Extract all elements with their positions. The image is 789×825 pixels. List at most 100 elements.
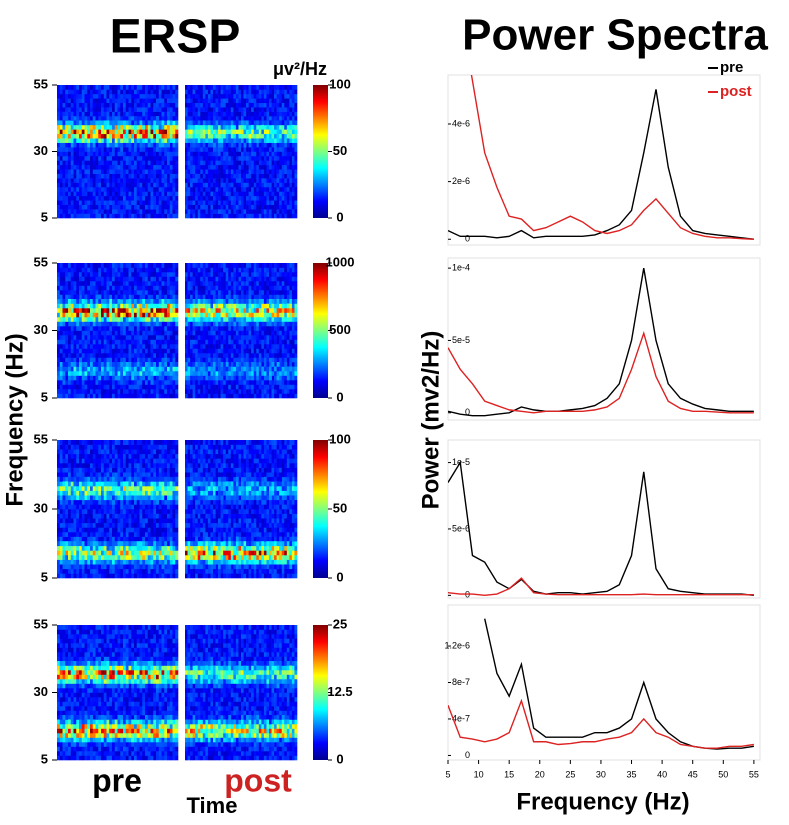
heatmap-cell — [261, 151, 265, 157]
heatmap-cell — [195, 89, 199, 95]
heatmap-cell — [169, 353, 173, 358]
heatmap-cell — [243, 263, 247, 268]
heatmap-cell — [106, 120, 110, 126]
heatmap-cell — [123, 344, 127, 349]
heatmap-cell — [207, 281, 211, 286]
heatmap-cell — [192, 267, 196, 273]
heatmap-cell — [238, 344, 242, 349]
heatmap-cell — [238, 129, 242, 135]
heatmap-cell — [248, 129, 252, 135]
heatmap-cell — [241, 263, 244, 268]
heatmap-cell — [223, 107, 227, 112]
heatmap-cell — [101, 312, 105, 318]
heatmap-cell — [190, 294, 193, 300]
heatmap-cell — [223, 93, 227, 99]
heatmap-cell — [112, 186, 116, 192]
heatmap-cell — [128, 321, 132, 327]
heatmap-cell — [59, 89, 63, 95]
heatmap-cell — [120, 272, 124, 277]
heatmap-cell — [112, 124, 116, 130]
heatmap-cell — [169, 393, 173, 399]
heatmap-cell — [256, 290, 260, 295]
heatmap-cell — [192, 204, 196, 210]
heatmap-cell — [225, 353, 229, 358]
heatmap-cell — [190, 312, 193, 318]
heatmap-cell — [153, 276, 157, 282]
heatmap-cell — [223, 98, 227, 104]
heatmap-cell — [123, 276, 127, 282]
heatmap-cell — [103, 147, 107, 152]
heatmap-cell — [120, 129, 124, 135]
heatmap-cell — [145, 357, 149, 363]
heatmap-cell — [153, 317, 157, 322]
heatmap-cell — [246, 124, 249, 130]
heatmap-cell — [220, 321, 224, 327]
heatmap-cell — [207, 195, 211, 201]
heatmap-cell — [136, 195, 140, 201]
heatmap-cell — [281, 281, 285, 286]
heatmap-cell — [274, 169, 277, 174]
heatmap-cell — [62, 204, 66, 210]
heatmap-cell — [284, 348, 288, 354]
heatmap-cell — [62, 142, 66, 148]
heatmap-cell — [197, 164, 201, 170]
heatmap-cell — [136, 213, 140, 219]
heatmap-cell — [220, 93, 224, 99]
heatmap-cell — [57, 303, 61, 309]
heatmap-cell — [161, 120, 165, 126]
heatmap-cell — [65, 191, 69, 197]
heatmap-cell — [202, 200, 206, 205]
heatmap-cell — [95, 120, 99, 126]
heatmap-cell — [225, 160, 229, 166]
heatmap-cell — [220, 263, 224, 268]
heatmap-cell — [117, 116, 121, 121]
heatmap-cell — [175, 303, 179, 309]
heatmap-cell — [84, 348, 88, 354]
heatmap-cell — [291, 120, 295, 126]
heatmap-cell — [103, 366, 107, 372]
heatmap-cell — [279, 89, 283, 95]
heatmap-cell — [230, 339, 234, 345]
heatmap-cell — [207, 380, 211, 385]
heatmap-cell — [281, 393, 285, 399]
heatmap-cell — [117, 303, 121, 309]
heatmap-cell — [128, 389, 132, 394]
heatmap-cell — [261, 160, 265, 166]
heatmap-cell — [156, 111, 160, 117]
heatmap-cell — [98, 366, 102, 372]
heatmap-cell — [98, 389, 102, 394]
heatmap-cell — [95, 330, 99, 336]
heatmap-cell — [145, 326, 149, 331]
heatmap-cell — [258, 85, 262, 90]
heatmap-cell — [125, 267, 129, 273]
heatmap-cell — [109, 173, 113, 179]
heatmap-cell — [164, 344, 168, 349]
heatmap-cell — [150, 124, 154, 130]
heatmap-cell — [197, 129, 201, 135]
heatmap-cell — [164, 362, 168, 367]
heatmap-cell — [210, 290, 214, 295]
heatmap-cell — [125, 213, 129, 219]
heatmap-cell — [258, 330, 262, 336]
heatmap-cell — [76, 384, 80, 390]
heatmap-cell — [230, 353, 234, 358]
heatmap-cell — [161, 294, 165, 300]
heatmap-cell — [142, 191, 146, 197]
heatmap-cell — [139, 272, 143, 277]
heatmap-cell — [271, 348, 275, 354]
heatmap-cell — [76, 178, 80, 183]
heatmap-cell — [187, 308, 191, 313]
heatmap-cell — [187, 348, 191, 354]
heatmap-cell — [228, 380, 232, 385]
heatmap-cell — [90, 169, 94, 174]
heatmap-cell — [220, 308, 224, 313]
heatmap-cell — [114, 308, 118, 313]
heatmap-cell — [73, 263, 77, 268]
heatmap-cell — [134, 393, 138, 399]
heatmap-cell — [251, 191, 255, 197]
heatmap-cell — [210, 326, 214, 331]
heatmap-cell — [210, 285, 214, 291]
heatmap-cell — [230, 151, 234, 157]
heatmap-cell — [153, 102, 157, 108]
heatmap-cell — [215, 213, 219, 219]
